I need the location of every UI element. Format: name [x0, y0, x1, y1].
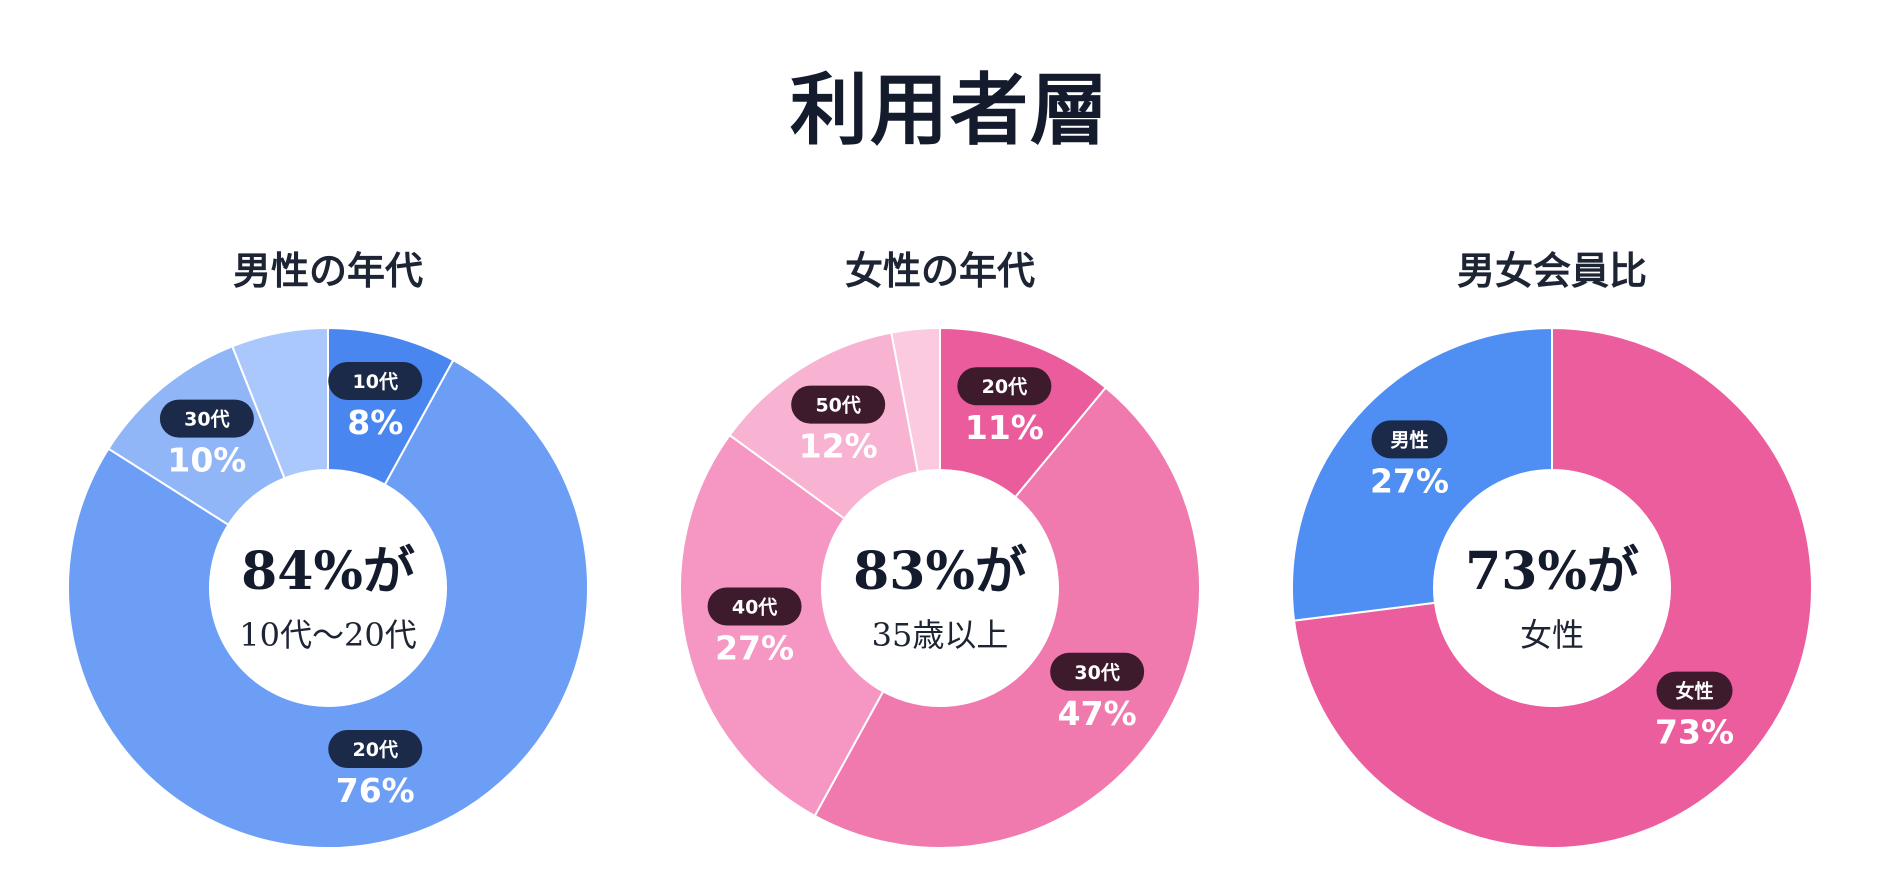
slice-label: 50代 [815, 395, 860, 417]
donut-panel-gender-ratio: 男女会員比 女性 73% 男性 27% 73%が 女性 [1291, 240, 1813, 849]
slice-percentage: 8% [347, 403, 403, 442]
slice-label: 20代 [982, 376, 1027, 398]
chart-title: 男性の年代 [232, 249, 423, 293]
slice-label: 男性 [1390, 428, 1428, 451]
center-label: 35歳以上 [872, 616, 1009, 654]
slice-label-pill [1656, 671, 1733, 710]
slice-label-pill [1050, 652, 1145, 691]
chart-title: 男女会員比 [1456, 249, 1647, 293]
slice-percentage: 76% [336, 771, 415, 810]
slice-percentage: 27% [1370, 461, 1449, 500]
slice-label: 40代 [732, 596, 777, 618]
slice-label-pill [328, 361, 423, 400]
slice-label-pill [159, 399, 254, 438]
donut-slice [890, 326, 941, 474]
slice-percentage: 11% [965, 408, 1044, 447]
slice-label-pill [707, 587, 802, 626]
center-label: 女性 [1520, 616, 1584, 654]
donut-slice [230, 326, 329, 480]
slice-label: 20代 [353, 739, 398, 761]
center-label: 10代〜20代 [239, 616, 416, 654]
donut-slice [813, 386, 1201, 849]
slice-label-pill [791, 385, 886, 424]
slice-percentage: 47% [1058, 694, 1137, 733]
donut-chart-gender-ratio: 女性 73% 男性 27% 73%が 女性 [1291, 326, 1813, 849]
donut-slice [67, 358, 589, 849]
slice-percentage: 27% [715, 628, 794, 667]
donut-chart-male-age: 10代 8% 20代 76% 30代 10% 84%が 10代〜20代 [67, 326, 589, 849]
donut-slice [679, 433, 885, 818]
center-value: 73%が [1465, 541, 1639, 602]
slice-label: 女性 [1676, 680, 1714, 703]
slice-label: 30代 [1074, 662, 1119, 684]
page-title: 利用者層 [789, 65, 1110, 156]
donut-slice [1291, 326, 1553, 622]
donut-chart-female-age: 20代 11% 30代 47% 40代 27% 50代 12% 83%が 35歳以上 [679, 326, 1201, 849]
slice-percentage: 12% [799, 427, 878, 466]
donut-slice [1292, 326, 1813, 849]
slice-percentage: 73% [1655, 713, 1734, 752]
slice-label-pill [957, 367, 1052, 406]
donut-slice [728, 331, 920, 521]
slice-percentage: 10% [167, 441, 246, 480]
center-value: 84%が [241, 541, 415, 602]
chart-title: 女性の年代 [844, 249, 1035, 293]
center-value: 83%が [853, 541, 1027, 602]
slice-label: 30代 [184, 409, 229, 431]
donut-panel-female-age: 女性の年代 20代 11% 30代 47% 40代 27% 50代 12% 83%が 35歳以… [679, 240, 1201, 849]
donut-panel-male-age: 男性の年代 10代 8% 20代 76% 30代 10% 84%が 10代〜20代 [67, 240, 589, 849]
slice-label-pill [328, 730, 423, 769]
slice-label: 10代 [353, 371, 398, 393]
slice-label-pill [1371, 420, 1448, 459]
